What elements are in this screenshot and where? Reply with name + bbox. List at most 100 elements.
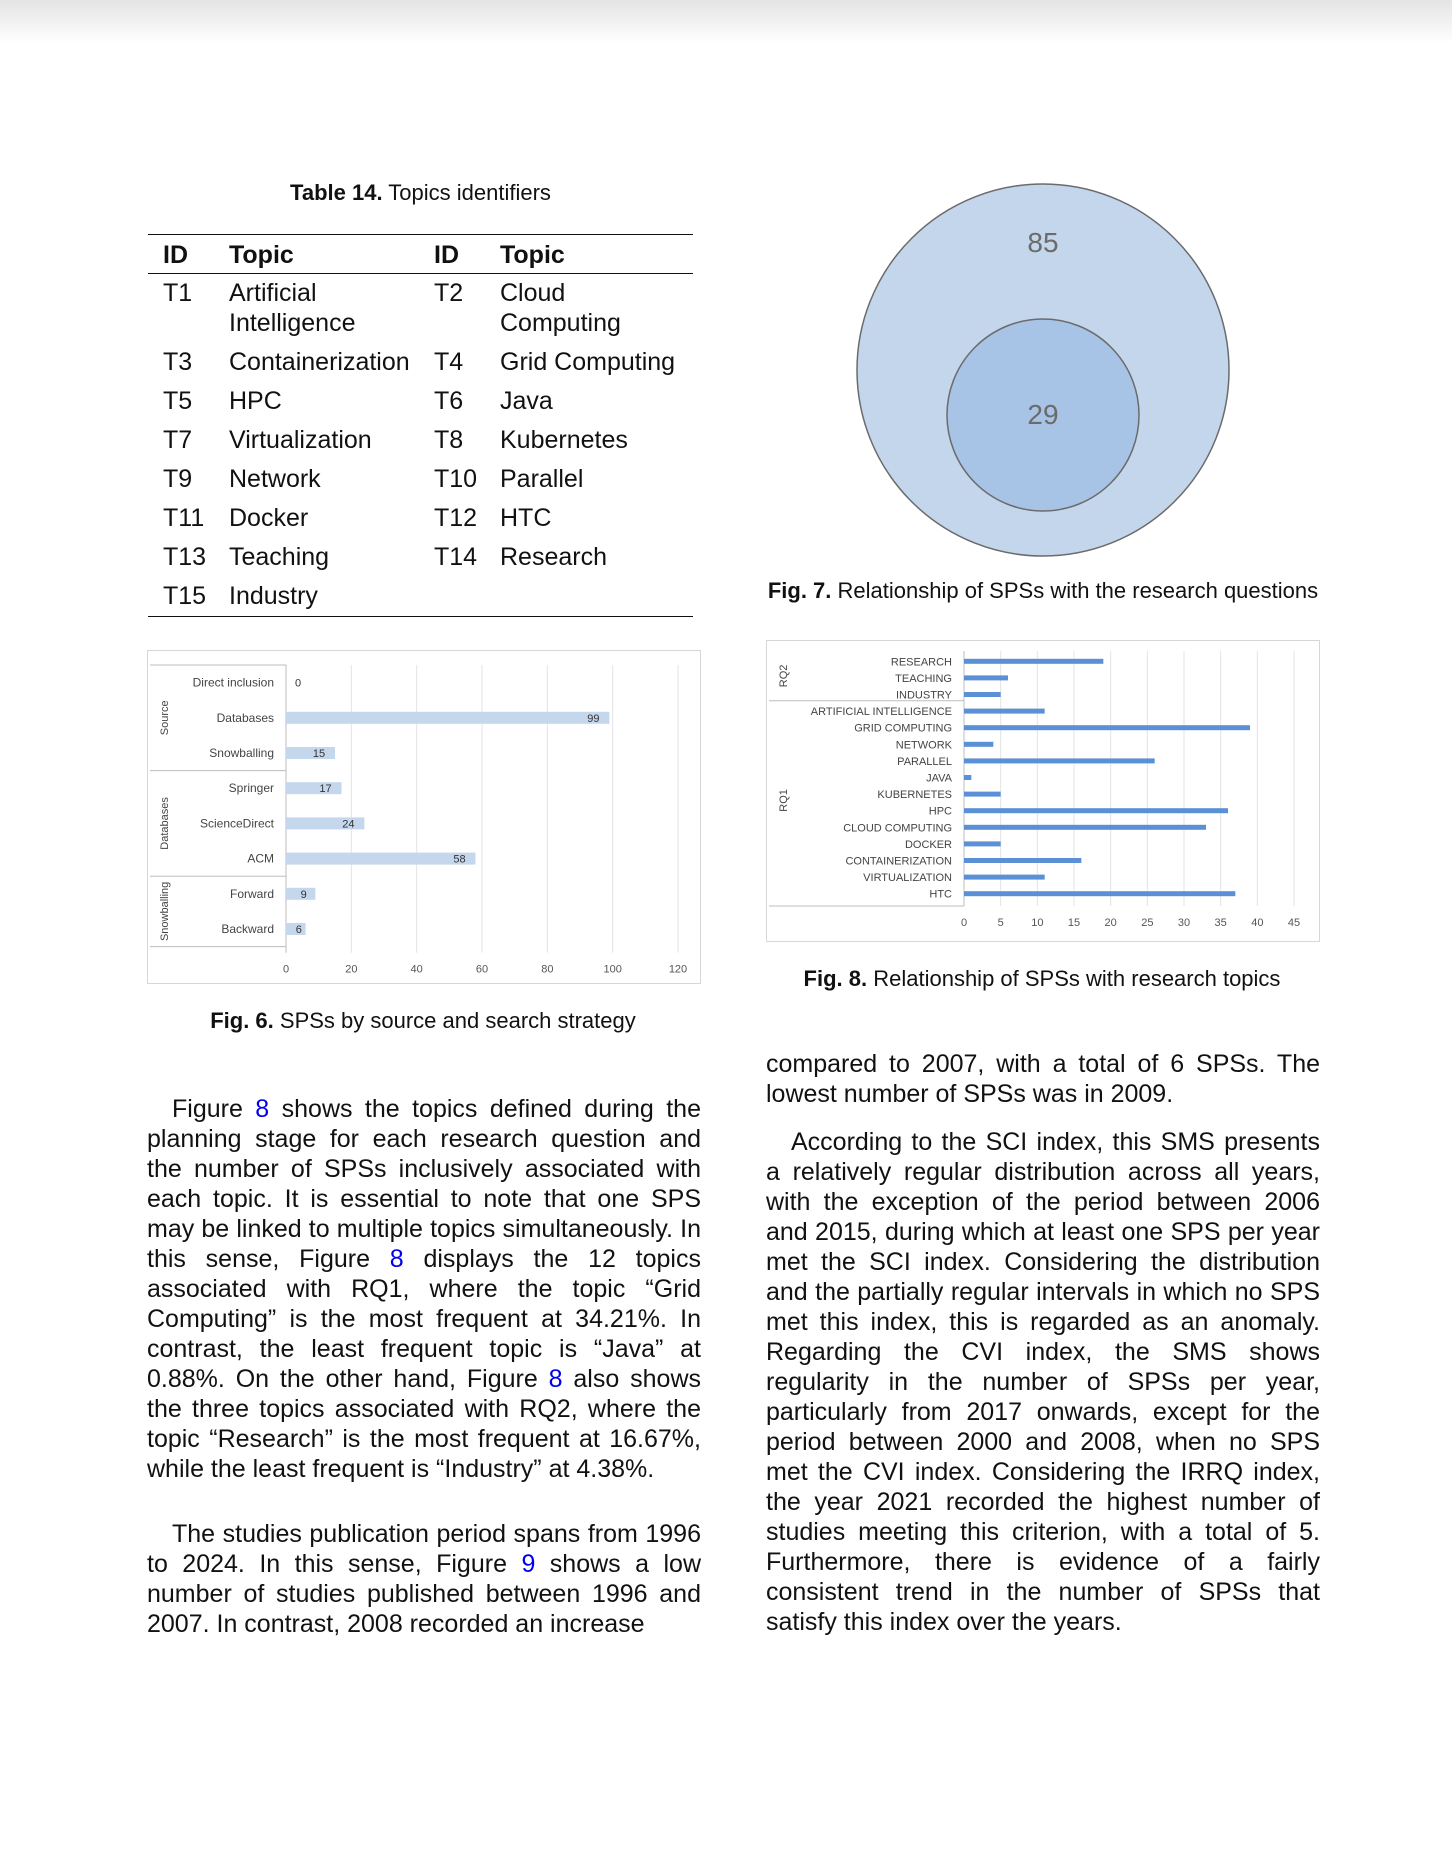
bar [286, 782, 342, 795]
table-row: T1 Artificial Intelligence T2 Cloud Computi… [148, 274, 693, 344]
bar [964, 741, 994, 747]
topic-id-cell: T11 [163, 504, 205, 532]
text-run: also shows the three topics associated w… [147, 1365, 701, 1483]
category-label: Snowballing [209, 746, 274, 760]
right-column: compared to 2007, with a total of 6 SPSs… [766, 1049, 1320, 1637]
topic-name-cell: Virtualization [229, 426, 372, 454]
bar-value-label: 58 [453, 854, 465, 866]
x-tick-label: 20 [345, 964, 357, 976]
category-label: ScienceDirect [200, 816, 275, 830]
topic-id-cell: T14 [434, 543, 478, 571]
table-row: T7 Virtualization T8 Kubernetes [148, 421, 693, 460]
table-row: T5 HPC T6 Java [148, 382, 693, 421]
bar [964, 658, 1104, 664]
fig7-caption: Fig. 7. Relationship of SPSs with the re… [767, 578, 1319, 603]
bar-value-label: 0 [295, 678, 301, 690]
figure-ref-link[interactable]: 8 [548, 1365, 563, 1393]
topics-table: ID Topic ID Topic T1 Artificial Intellige… [148, 234, 693, 617]
category-label: Forward [230, 887, 274, 901]
category-label: RESEARCH [891, 656, 952, 668]
category-label: ACM [247, 852, 274, 866]
topic-id-cell: T1 [163, 279, 193, 307]
fig6-caption: Fig. 6. SPSs by source and search strate… [210, 1008, 636, 1033]
topic-id-cell: T4 [434, 348, 464, 376]
topic-name-cell: Artificial Intelligence [229, 279, 356, 337]
inner-circle [946, 318, 1140, 512]
x-tick-label: 15 [1068, 917, 1080, 929]
bar [964, 891, 1236, 897]
bar [286, 923, 306, 935]
fig8-svg: 0 5 10 15 20 25 30 35 40 45 RESEARCH TEACHING INDUST… [769, 651, 1300, 929]
bar [286, 817, 365, 830]
bar [964, 808, 1228, 814]
text-run: displays the 12 topics associated with R… [147, 1245, 701, 1393]
figure-ref-link[interactable]: 8 [389, 1245, 404, 1273]
bar [964, 675, 1008, 681]
category-label: Springer [229, 781, 274, 795]
bar [286, 711, 610, 724]
figure-ref-link[interactable]: 9 [521, 1550, 536, 1578]
table-row: T13 Teaching T14 Research [148, 538, 693, 577]
x-tick-label: 35 [1215, 917, 1227, 929]
x-tick-label: 60 [476, 964, 488, 976]
topic-name-cell: Cloud Computing [500, 279, 621, 337]
table-row: T3 Containerization T4 Grid Computing [148, 343, 693, 382]
bar [286, 887, 316, 900]
paragraph: According to the SCI index, this SMS pre… [766, 1128, 1320, 1636]
bar [964, 692, 1001, 697]
category-label: TEACHING [895, 673, 952, 685]
group-label: Source [159, 700, 171, 735]
topic-id-cell: T15 [148, 577, 229, 617]
table-caption: Table 14. Topics identifiers [290, 180, 551, 205]
topic-id-cell: T10 [434, 465, 478, 493]
topic-name-cell: HPC [229, 387, 282, 415]
figure-ref-link[interactable]: 8 [255, 1095, 270, 1123]
category-label: NETWORK [896, 739, 953, 751]
x-tick-label: 20 [1105, 917, 1117, 929]
x-tick-label: 30 [1178, 917, 1190, 929]
category-label: CONTAINERIZATION [845, 856, 952, 868]
group-label: Databases [159, 797, 171, 850]
topic-name-cell [500, 577, 693, 617]
topic-name-cell: Docker [229, 504, 309, 532]
x-tick-label: 45 [1288, 917, 1300, 929]
topic-name-cell: Industry [229, 577, 434, 617]
bar [964, 858, 1082, 863]
topic-name-cell: Parallel [500, 465, 584, 493]
header-id: ID [434, 234, 500, 274]
header-topic: Topic [229, 234, 434, 274]
category-label: Backward [221, 922, 274, 936]
table-row: T15 Industry [148, 577, 693, 617]
bar [964, 758, 1155, 764]
topic-name-cell: Teaching [229, 543, 330, 571]
group-label: RQ1 [778, 789, 790, 812]
topic-name-cell: Grid Computing [500, 348, 676, 376]
topic-name-cell: Java [500, 387, 553, 415]
topic-id-cell: T13 [163, 543, 207, 571]
bar [964, 775, 972, 780]
x-tick-label: 120 [669, 964, 687, 976]
bar [964, 708, 1045, 714]
text-run: Figure [172, 1095, 256, 1123]
x-tick-label: 100 [603, 964, 621, 976]
header-id: ID [148, 234, 229, 274]
topic-id-cell: T3 [163, 348, 193, 376]
x-tick-label: 80 [541, 964, 553, 976]
topic-name-cell: Network [229, 465, 321, 493]
text-run: The studies publication period spans fro… [147, 1520, 701, 1578]
topic-name-cell: Kubernetes [500, 426, 628, 454]
bar-value-label: 99 [587, 713, 599, 725]
category-label: INDUSTRY [896, 690, 953, 702]
bar-value-label: 15 [313, 748, 325, 760]
left-column: Figure 8 shows the topics defined during… [147, 1094, 701, 1639]
topic-id-cell: T6 [434, 387, 464, 415]
x-tick-label: 25 [1141, 917, 1153, 929]
fig8-chart: 0 5 10 15 20 25 30 35 40 45 RESEARCH TEACHING INDUST… [766, 640, 1320, 942]
topic-id-cell: T8 [434, 426, 464, 454]
x-tick-label: 5 [998, 917, 1004, 929]
bar [964, 874, 1045, 880]
topic-id-cell: T7 [163, 426, 193, 454]
category-label: Direct inclusion [193, 676, 274, 690]
category-label: HPC [929, 806, 952, 818]
topic-id-cell: T5 [163, 387, 193, 415]
